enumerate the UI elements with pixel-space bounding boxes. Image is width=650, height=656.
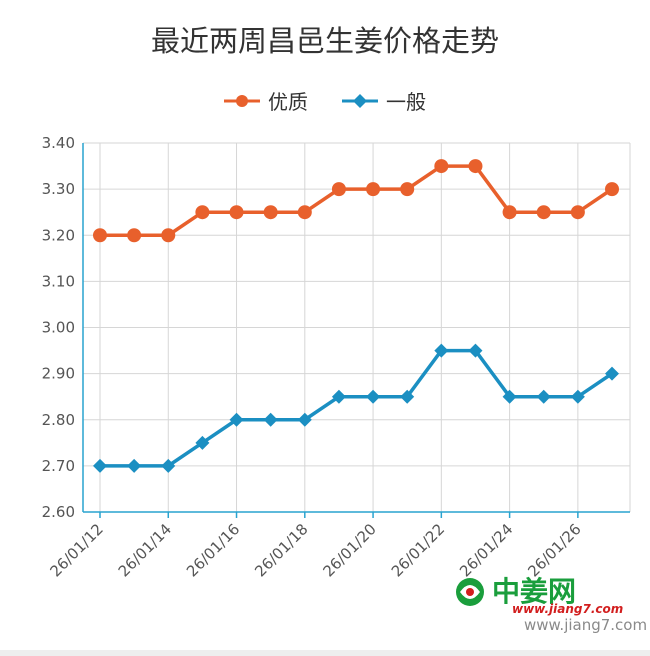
data-point xyxy=(161,458,176,473)
y-tick-label: 3.40 xyxy=(42,134,75,152)
data-point xyxy=(536,205,551,220)
watermark-brand: 中姜网 xyxy=(492,575,576,608)
series-line xyxy=(100,164,613,237)
y-tick-label: 3.00 xyxy=(42,319,75,337)
legend-item-regular[interactable]: 一般 xyxy=(342,86,426,115)
legend-swatch-regular-icon xyxy=(342,93,378,108)
data-point xyxy=(127,458,142,473)
data-point xyxy=(536,389,551,404)
legend-label-regular: 一般 xyxy=(386,90,426,114)
data-point xyxy=(400,389,415,404)
y-tick-label: 3.10 xyxy=(42,272,75,290)
data-point xyxy=(605,182,619,197)
legend-label-premium: 优质 xyxy=(268,90,308,114)
data-point xyxy=(331,389,346,404)
x-tick-label: 26/01/16 xyxy=(183,520,243,580)
x-tick-label: 26/01/20 xyxy=(320,520,380,580)
y-tick-label: 2.90 xyxy=(42,365,75,383)
series-layer xyxy=(93,159,619,473)
legend: 优质 一般 xyxy=(0,86,650,115)
data-point xyxy=(468,343,483,358)
data-point xyxy=(400,182,415,197)
data-point xyxy=(93,458,107,473)
data-point xyxy=(297,412,312,427)
data-point xyxy=(434,159,449,174)
data-point xyxy=(127,228,142,243)
y-tick-label: 3.30 xyxy=(42,180,75,198)
data-point xyxy=(263,412,278,427)
series-line xyxy=(100,348,613,468)
ginger-logo-icon xyxy=(456,578,484,606)
legend-item-premium[interactable]: 优质 xyxy=(224,86,308,115)
legend-swatch-premium-icon xyxy=(224,94,260,107)
series-regular xyxy=(93,343,619,473)
data-point xyxy=(161,228,176,243)
data-point xyxy=(93,228,107,243)
data-point xyxy=(297,205,312,220)
chart-title: 最近两周昌邑生姜价格走势 xyxy=(150,24,499,58)
y-tick-label: 3.20 xyxy=(42,226,75,244)
data-point xyxy=(434,343,449,358)
bottom-bar xyxy=(0,650,650,656)
data-point xyxy=(502,205,517,220)
series-premium xyxy=(93,159,619,243)
data-point xyxy=(229,205,244,220)
data-point xyxy=(502,389,517,404)
data-point xyxy=(366,182,381,197)
data-point xyxy=(605,366,619,381)
axes xyxy=(82,143,630,518)
watermark-url-secondary: www.jiang7.com xyxy=(524,616,647,634)
data-point xyxy=(263,205,278,220)
data-point xyxy=(366,389,381,404)
data-point xyxy=(570,389,585,404)
data-point xyxy=(468,159,483,174)
data-point xyxy=(331,182,346,197)
data-point xyxy=(229,412,244,427)
data-point xyxy=(570,205,585,220)
watermark-url: www.jiang7.com xyxy=(512,602,623,616)
y-tick-label: 2.70 xyxy=(42,457,75,475)
x-tick-label: 26/01/22 xyxy=(388,520,448,580)
y-tick-label: 2.60 xyxy=(42,503,75,521)
grid-lines xyxy=(83,142,631,513)
x-tick-label: 26/01/14 xyxy=(115,520,175,580)
y-tick-label: 2.80 xyxy=(42,411,75,429)
x-tick-label: 26/01/12 xyxy=(46,520,106,580)
data-point xyxy=(195,435,210,450)
data-point xyxy=(195,205,210,220)
watermark: 中姜网 www.jiang7.com www.jiang7.com xyxy=(456,575,647,634)
x-tick-label: 26/01/18 xyxy=(251,520,311,580)
